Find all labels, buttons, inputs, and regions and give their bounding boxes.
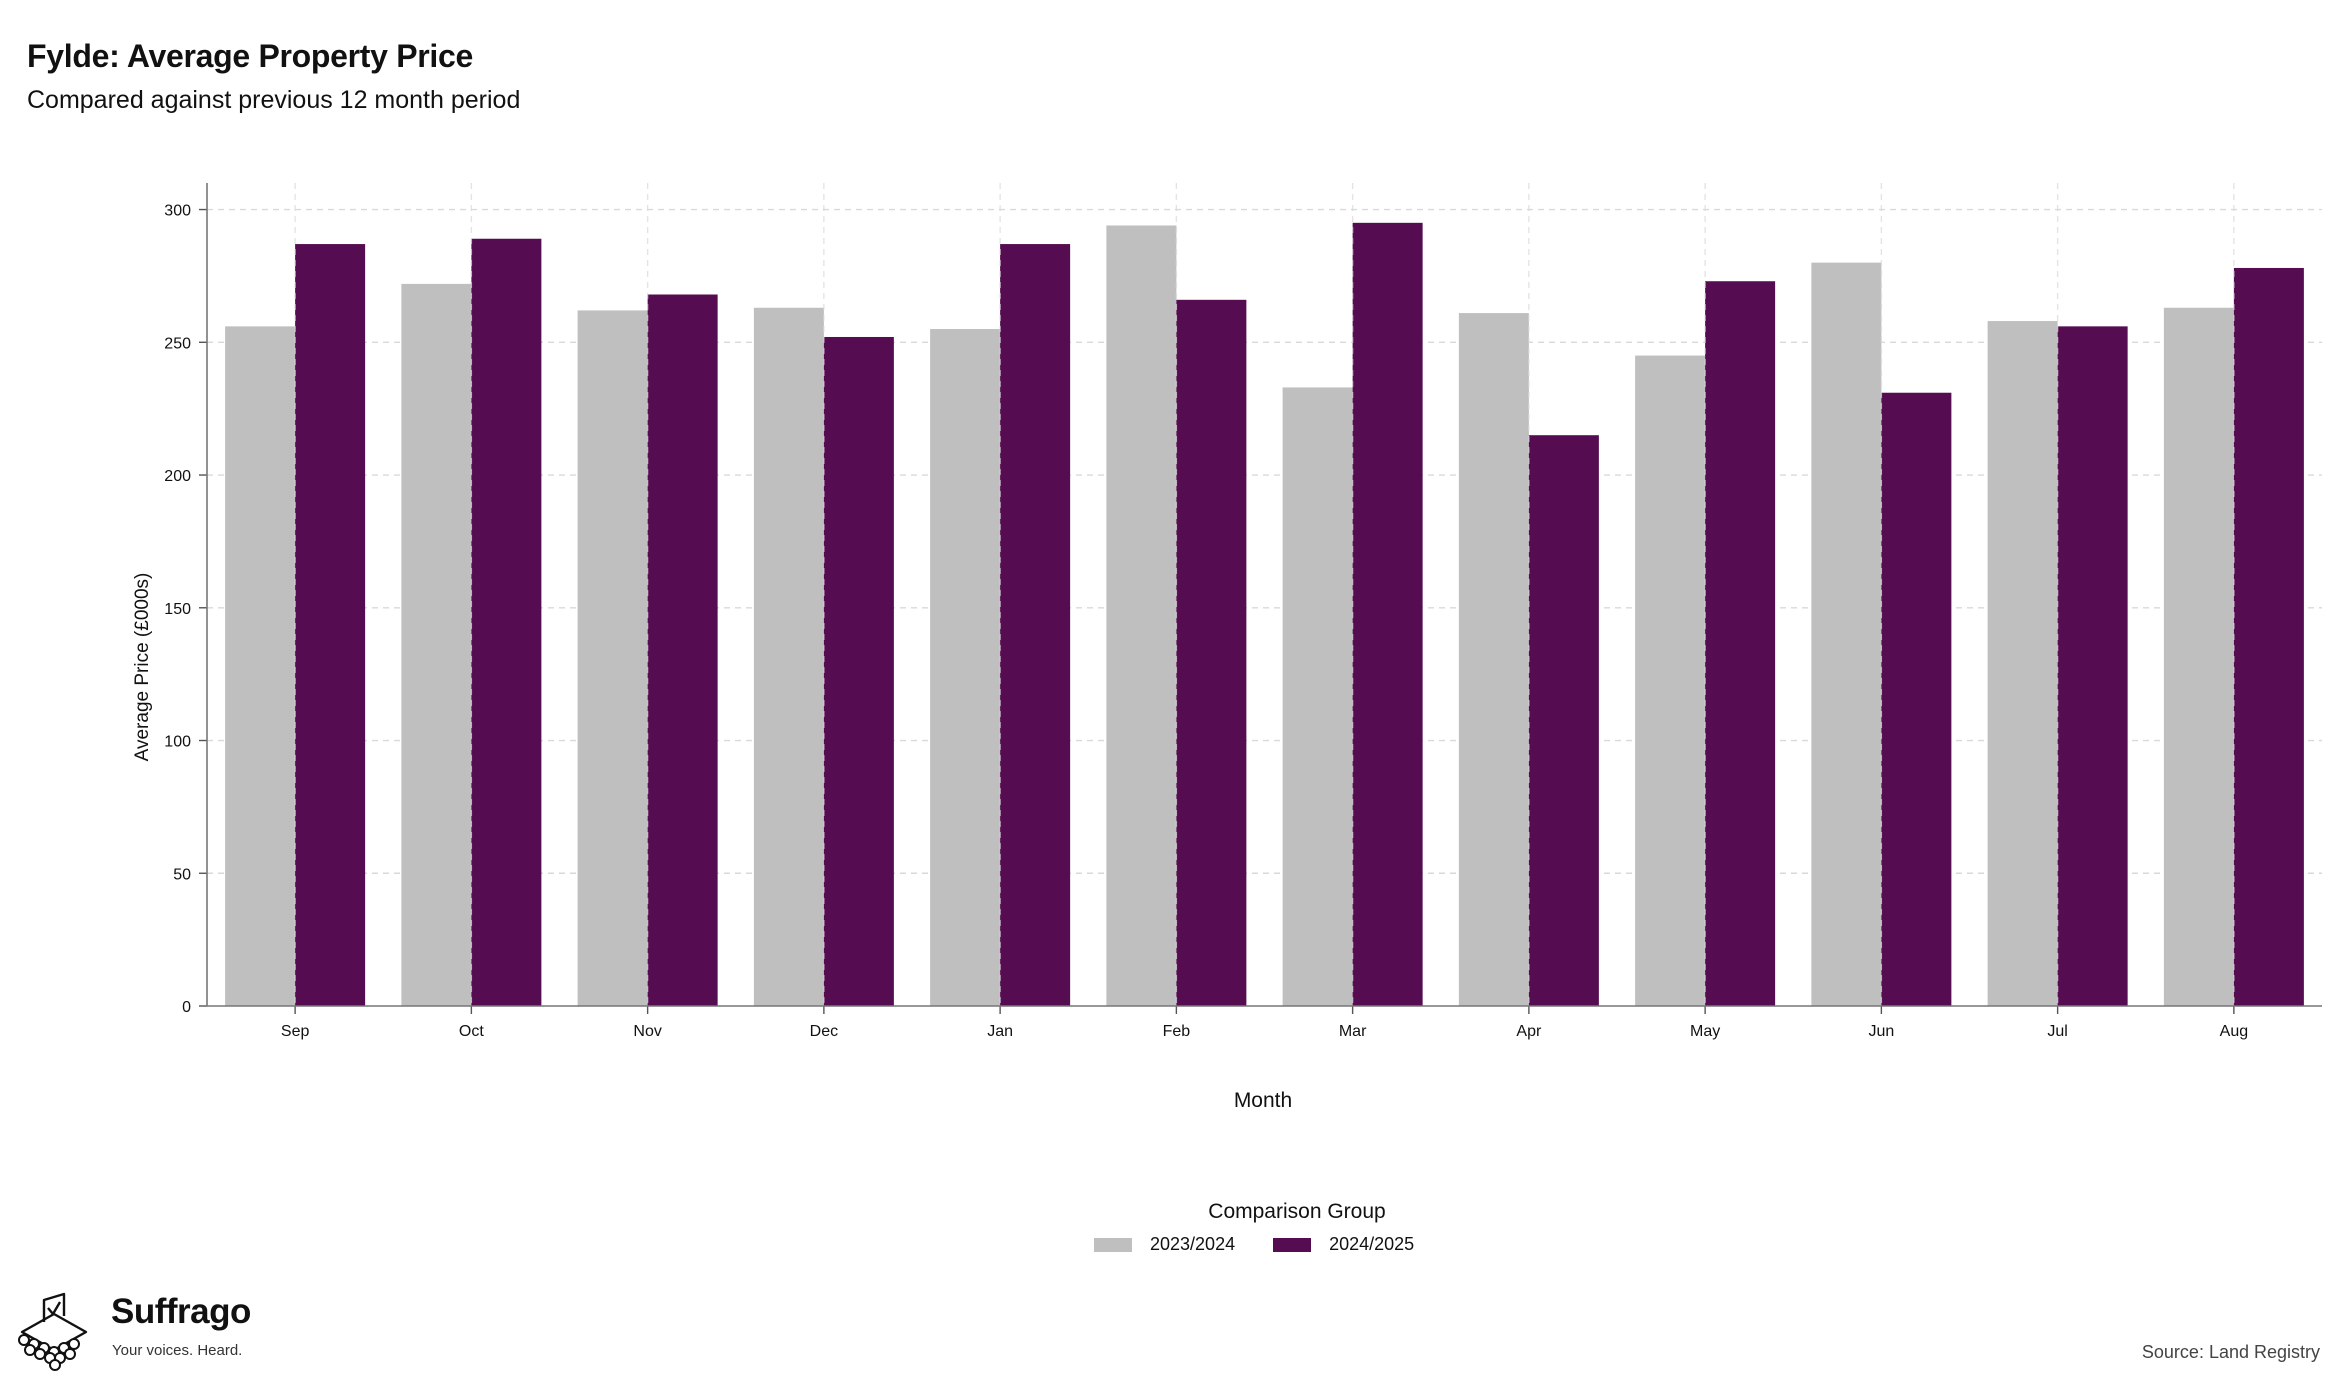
y-tick-label: 300 [164, 203, 191, 220]
ballot-box-icon [18, 1292, 88, 1371]
x-tick-label: Jul [2047, 1023, 2067, 1040]
legend-swatch-2023-2024 [1094, 1237, 1132, 1252]
legend: Comparison Group 2023/2024 2024/2025 [0, 1200, 2334, 1254]
legend-swatch-2024-2025 [1273, 1237, 1312, 1252]
y-tick-label: 200 [164, 468, 191, 485]
brand-name: Suffrago [111, 1292, 251, 1331]
bar-2024-2025-aug [2233, 267, 2304, 1006]
grid-lines [207, 208, 2322, 874]
bar-2024-2025-dec [823, 336, 894, 1006]
bar-2024-2025-sep [295, 244, 366, 1007]
y-tick-label: 100 [164, 734, 191, 751]
x-tick-label: Dec [810, 1023, 838, 1040]
vertical-grid-lines [294, 183, 2235, 1006]
x-tick-label: Nov [633, 1023, 661, 1040]
x-tick-label: Jun [1868, 1023, 1894, 1040]
bar-2024-2025-mar [1352, 222, 1423, 1007]
x-tick-label: Feb [1163, 1023, 1191, 1040]
bar-2023-2024-jul [1987, 321, 2058, 1006]
x-axis-label: Month [1234, 1089, 1292, 1112]
bar-2023-2024-mar [1282, 387, 1353, 1006]
x-tick-label: Jan [987, 1023, 1013, 1040]
chart-subtitle: Compared against previous 12 month perio… [27, 86, 521, 114]
x-tick-label: Apr [1516, 1023, 1542, 1040]
brand-tagline: Your voices. Heard. [112, 1342, 243, 1359]
suffrago-logo: Suffrago Your voices. Heard. [14, 1292, 274, 1372]
bar-2023-2024-aug [2163, 307, 2234, 1006]
y-axis-label: Average Price (£000s) [132, 573, 153, 762]
x-tick-label: Mar [1339, 1023, 1367, 1040]
bar-2024-2025-jul [2057, 326, 2128, 1006]
source-note: Source: Land Registry [2141, 1342, 2320, 1362]
bar-2023-2024-jun [1811, 262, 1882, 1007]
bar-2023-2024-feb [1106, 225, 1177, 1006]
bar-2023-2024-nov [577, 310, 648, 1006]
legend-item-2024-2025: 2024/2025 [1273, 1234, 1414, 1255]
bar-2023-2024-oct [401, 283, 472, 1006]
y-tick-label: 250 [164, 335, 191, 352]
bar-2023-2024-jan [930, 329, 1001, 1007]
bar-2024-2025-jan [1000, 244, 1071, 1007]
y-tick-label: 0 [182, 999, 191, 1016]
y-tick-label: 50 [173, 866, 191, 883]
legend-item-2023-2024: 2023/2024 [1094, 1234, 1235, 1255]
legend-items: 2023/2024 2024/2025 [1094, 1234, 1452, 1255]
bar-2024-2025-may [1705, 281, 1776, 1007]
bar-2024-2025-nov [647, 294, 718, 1006]
bar-2023-2024-apr [1458, 313, 1529, 1006]
legend-title: Comparison Group [1208, 1200, 1386, 1223]
bars [225, 222, 2304, 1007]
x-tick-label: Oct [459, 1023, 484, 1040]
axes: 0 50 100 150 200 250 300 Sep Oct Nov Dec Jan Feb Mar A… [164, 183, 2322, 1040]
x-tick-label: Aug [2220, 1023, 2248, 1040]
x-tick-label: Sep [281, 1023, 310, 1040]
bar-2023-2024-may [1635, 355, 1706, 1006]
bar-2024-2025-jun [1881, 392, 1952, 1006]
bar-2024-2025-oct [471, 238, 542, 1007]
bar-2023-2024-dec [753, 307, 824, 1006]
x-tick-label: May [1690, 1023, 1720, 1040]
chart-title: Fylde: Average Property Price [27, 38, 474, 74]
legend-label-2024-2025: 2024/2025 [1329, 1234, 1415, 1254]
bar-2024-2025-feb [1176, 299, 1247, 1007]
bar-2024-2025-apr [1528, 435, 1599, 1006]
y-tick-label: 150 [164, 601, 191, 618]
bar-2023-2024-sep [225, 326, 296, 1006]
legend-label-2023-2024: 2023/2024 [1150, 1234, 1236, 1254]
